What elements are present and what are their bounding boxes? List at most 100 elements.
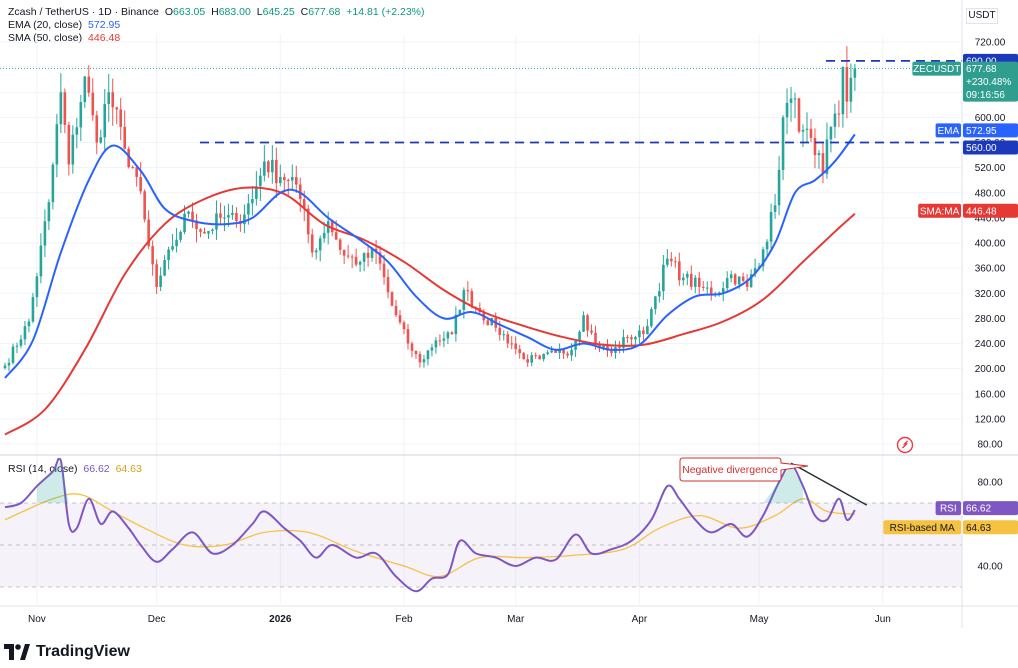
candle [670,252,673,267]
candle-body [777,169,781,206]
rsi-ma-value-tag[interactable]: 64.63 [963,520,1018,535]
candle [709,280,713,301]
candle [789,87,793,122]
symbol-title[interactable]: Zcash / TetherUS · 1D · Binance [8,6,159,18]
rsi-value-tag[interactable]: 66.62 [963,501,1018,516]
candle [618,341,621,354]
candle-body [406,329,410,344]
candle [693,274,697,294]
time-tick-label: 2026 [269,614,292,625]
candle [610,345,613,357]
candle-body [27,321,31,327]
candle [79,94,83,142]
candle-body [793,98,797,100]
tradingview-logo[interactable]: TradingView [4,640,130,664]
symbol-tag-text: ZECUSDT [913,64,960,75]
last-price-tag[interactable]: 677.68 +230.48% 09:16:56 [963,61,1018,102]
candle-body [75,127,79,135]
candle-body [594,332,597,344]
candle-body [235,212,238,222]
candle [442,331,446,348]
candle-body [390,292,394,306]
candle-body [570,349,573,356]
candle-body [83,76,87,103]
currency-selector[interactable]: USDT [966,8,998,24]
ema-price-tag[interactable]: 572.95 [963,123,1018,138]
candle [697,271,701,297]
candle-body [745,280,749,287]
candle-body [43,221,47,246]
candle [338,237,342,255]
candle-body [79,102,83,128]
candle-body [418,354,422,363]
candle [15,342,19,354]
last-price-tag-bg [963,61,1018,102]
candle [394,300,398,318]
candle-body [382,263,386,278]
price-tick-label: 520.00 [975,163,1006,174]
candle [23,320,27,346]
candle-body [845,67,849,102]
rsi-name-tag [935,501,961,516]
alert-icon[interactable] [896,436,914,454]
candle [386,269,390,299]
sma-legend[interactable]: SMA (50, close) 446.48 [8,32,123,44]
candle-body [554,350,557,353]
divergence-trendline[interactable] [790,462,868,506]
candle [809,118,813,143]
candle-body [522,353,525,360]
candle [582,311,585,332]
ema-legend[interactable]: EMA (20, close) 572.95 [8,19,123,31]
candle [159,267,162,292]
time-tick-label: Feb [395,614,413,625]
candle-body [422,359,426,363]
candle-body [801,129,805,132]
candle-body [454,314,458,335]
ema-legend-value: 572.95 [88,19,121,31]
candle-body [658,291,661,297]
candle-body [729,274,733,279]
price-tick-label: 120.00 [975,414,1006,425]
candle [650,306,653,328]
candle [195,213,198,243]
candle-body [155,264,158,287]
candle-body [370,248,374,258]
candle-body [362,252,366,262]
candle-body [414,350,418,355]
candle-body [470,291,474,307]
candle-body [103,104,107,138]
candle-body [31,297,35,322]
candle [171,234,174,252]
sma-price-tag[interactable]: 446.48 [963,203,1018,218]
candle-body [578,331,581,342]
candle [35,273,39,307]
candle [526,354,529,367]
candle [378,245,382,271]
price-tick-label: 480.00 [975,188,1006,199]
support-price-tag[interactable]: 560.00 [963,140,1018,155]
candle [231,204,234,220]
candle [390,291,394,307]
candle [438,334,442,347]
time-tick-label: Dec [148,614,166,625]
price-tick-label: 160.00 [975,389,1006,400]
candle [534,352,537,359]
rsi-name-tag-text: RSI [940,504,957,515]
candle [286,178,290,195]
candle-body [219,213,222,218]
candle [430,343,434,357]
low-label: L [256,6,263,18]
sma-legend-value: 446.48 [88,32,121,44]
candle [801,124,805,148]
candle-body [271,159,274,173]
sma-legend-label: SMA (50, close) [8,32,83,44]
candle [47,199,51,231]
candle-body [127,148,130,168]
candle-body [773,205,777,212]
candle-body [534,355,537,357]
candle [630,334,633,347]
rsi-legend[interactable]: RSI (14, close) 66.62 64.63 [8,463,145,475]
candle [454,306,458,342]
candle-body [11,346,15,363]
